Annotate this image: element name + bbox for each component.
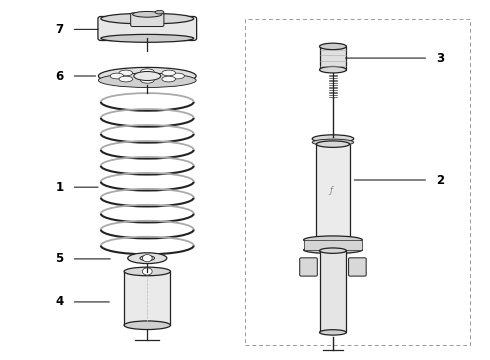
- Text: 1: 1: [55, 181, 63, 194]
- Ellipse shape: [101, 35, 194, 42]
- Ellipse shape: [319, 330, 346, 335]
- Text: 5: 5: [55, 252, 63, 265]
- Bar: [319, 251, 346, 332]
- Ellipse shape: [140, 256, 155, 261]
- Ellipse shape: [304, 246, 362, 253]
- Ellipse shape: [110, 73, 124, 79]
- Ellipse shape: [171, 73, 184, 79]
- Ellipse shape: [134, 72, 161, 81]
- Ellipse shape: [101, 13, 194, 24]
- Ellipse shape: [124, 321, 171, 329]
- Ellipse shape: [162, 76, 175, 82]
- Ellipse shape: [312, 139, 354, 145]
- Ellipse shape: [119, 76, 133, 82]
- Ellipse shape: [312, 135, 354, 143]
- Ellipse shape: [155, 10, 164, 14]
- Text: ƒ: ƒ: [329, 186, 332, 195]
- FancyBboxPatch shape: [98, 17, 196, 41]
- Ellipse shape: [141, 69, 154, 75]
- Circle shape: [143, 268, 152, 275]
- Text: 4: 4: [55, 296, 63, 309]
- Ellipse shape: [124, 267, 171, 276]
- Ellipse shape: [317, 141, 349, 147]
- FancyBboxPatch shape: [300, 258, 318, 276]
- Bar: [304, 240, 362, 250]
- Ellipse shape: [98, 67, 196, 85]
- Ellipse shape: [162, 70, 175, 76]
- Ellipse shape: [304, 236, 362, 244]
- Circle shape: [143, 255, 152, 262]
- Ellipse shape: [98, 73, 196, 87]
- Ellipse shape: [128, 253, 167, 264]
- FancyBboxPatch shape: [131, 13, 164, 27]
- Text: 7: 7: [55, 23, 63, 36]
- Bar: [124, 271, 171, 325]
- Bar: [319, 46, 346, 70]
- Bar: [245, 19, 470, 345]
- Bar: [317, 144, 349, 252]
- Text: 2: 2: [437, 174, 444, 186]
- Ellipse shape: [141, 77, 154, 83]
- Text: 3: 3: [437, 51, 444, 64]
- Ellipse shape: [119, 70, 133, 76]
- FancyBboxPatch shape: [348, 258, 366, 276]
- Ellipse shape: [319, 248, 346, 253]
- Ellipse shape: [319, 43, 346, 50]
- Ellipse shape: [133, 12, 162, 17]
- Ellipse shape: [319, 67, 346, 73]
- Text: 6: 6: [55, 69, 63, 82]
